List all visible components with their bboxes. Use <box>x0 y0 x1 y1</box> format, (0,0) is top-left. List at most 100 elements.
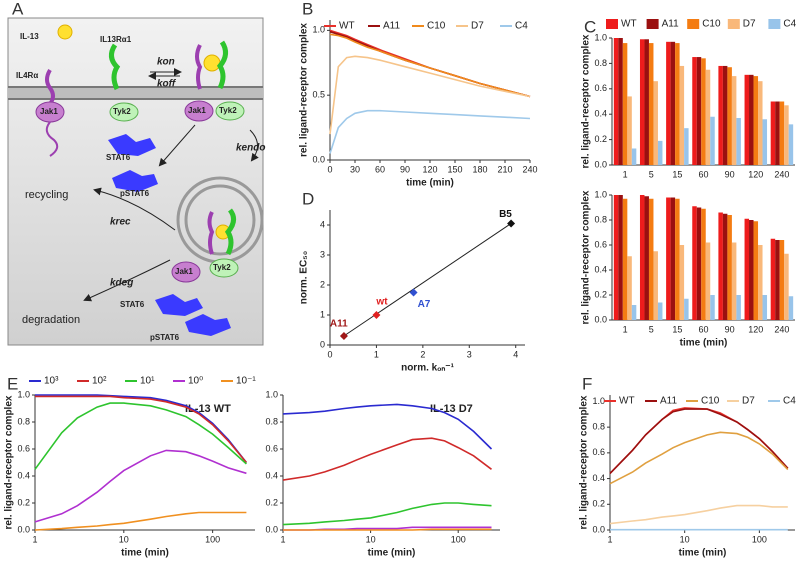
x-tick-label: 120 <box>748 169 763 179</box>
x-axis-label: time (min) <box>680 338 728 349</box>
line <box>609 431 789 485</box>
line <box>329 33 531 98</box>
line <box>282 437 492 481</box>
bar <box>627 256 632 320</box>
legend-label: C4 <box>783 19 796 30</box>
diagram-label: STAT6 <box>120 300 145 309</box>
diagram-label: pSTAT6 <box>150 333 180 342</box>
y-tick-label: 0.0 <box>17 524 30 534</box>
legend-label: A11 <box>383 21 400 32</box>
y-tick-label: 1.0 <box>594 32 607 42</box>
bar <box>753 221 759 320</box>
line <box>329 29 531 98</box>
receptor <box>224 208 236 256</box>
diagram-label: koff <box>157 79 177 90</box>
bar <box>784 105 789 165</box>
arrow <box>158 124 196 167</box>
diagram-label: Jak1 <box>188 106 206 115</box>
y-tick-label: 0.6 <box>594 83 607 93</box>
bar <box>657 140 663 165</box>
receptor <box>109 43 121 91</box>
diagram <box>7 17 264 346</box>
bar <box>758 81 763 165</box>
x-tick-label: 10 <box>366 534 376 544</box>
legend-label: C4 <box>515 21 528 32</box>
legend-label: WT <box>339 21 355 32</box>
point <box>372 311 381 319</box>
x-tick-label: 90 <box>400 164 410 174</box>
legend-swatch <box>606 19 618 29</box>
y-tick-label: 0.0 <box>592 524 605 534</box>
bar <box>749 220 754 320</box>
receptor <box>195 44 203 90</box>
diagram-label: IL13Rα1 <box>100 35 132 44</box>
fit-line <box>341 223 512 338</box>
membrane <box>8 86 263 100</box>
bar <box>679 65 685 165</box>
x-tick-label: 1 <box>32 534 37 544</box>
stat6 <box>155 294 203 316</box>
y-tick-label: 0.8 <box>17 416 30 426</box>
bar <box>644 196 649 320</box>
x-axis-label: time (min) <box>121 548 169 559</box>
bar <box>696 57 702 165</box>
x-tick-label: 100 <box>205 534 220 544</box>
y-tick-label: 0.0 <box>312 154 325 164</box>
y-tick-label: 0.8 <box>592 422 605 432</box>
x-tick-label: 1 <box>623 324 628 334</box>
tyk2 <box>209 258 239 278</box>
arrow <box>83 259 171 302</box>
y-tick-label: 0.6 <box>265 443 278 453</box>
x-axis-label: norm. kₒₙ⁻¹ <box>401 363 454 374</box>
bar <box>775 101 780 165</box>
arrow <box>249 129 259 162</box>
point-label: A11 <box>330 319 348 330</box>
bar <box>744 74 750 165</box>
panel-label: A <box>12 0 24 18</box>
y-axis-label: rel. ligand-receptor complex <box>579 395 590 529</box>
bar <box>627 96 632 165</box>
bar <box>657 302 663 320</box>
bar <box>718 212 723 320</box>
bar <box>653 251 658 320</box>
y-tick-label: 0.4 <box>265 470 278 480</box>
bar <box>639 39 645 165</box>
y-tick-label: 1.0 <box>17 389 30 399</box>
y-tick-label: 0.2 <box>17 497 30 507</box>
x-tick-label: 100 <box>451 534 466 544</box>
legend-label: A11 <box>660 396 677 407</box>
diagram-label: Jak1 <box>175 267 193 276</box>
y-axis-label: norm. EC₅₀ <box>299 251 310 305</box>
y-tick-label: 1.0 <box>592 396 605 406</box>
bar <box>705 242 711 320</box>
bar <box>710 295 715 320</box>
diagram-label: kdeg <box>110 278 133 289</box>
ligand <box>203 54 221 72</box>
bar <box>670 41 676 166</box>
bar <box>613 195 619 320</box>
line <box>329 55 531 135</box>
diagram-label: kon <box>157 57 175 68</box>
x-tick-label: 90 <box>725 169 735 179</box>
receptor <box>216 40 228 90</box>
diagram-label: kendo <box>236 143 265 154</box>
y-tick-label: 1.0 <box>265 389 278 399</box>
bar <box>622 43 628 165</box>
diagram-label: STAT6 <box>106 153 131 162</box>
x-tick-label: 1 <box>280 534 285 544</box>
bar <box>784 253 789 320</box>
legend-label: C4 <box>783 396 796 407</box>
y-tick-label: 0.6 <box>594 239 607 249</box>
legend-label: D7 <box>742 396 755 407</box>
endosome <box>184 184 256 256</box>
line <box>34 511 247 531</box>
receptor <box>207 211 215 255</box>
bar <box>684 128 689 165</box>
y-tick-label: 2 <box>320 279 325 289</box>
bar <box>770 238 776 320</box>
y-tick-label: 0.2 <box>265 497 278 507</box>
y-tick-label: 0.8 <box>594 58 607 68</box>
bar <box>705 69 711 165</box>
y-tick-label: 0.4 <box>594 264 607 274</box>
bar <box>770 101 776 165</box>
